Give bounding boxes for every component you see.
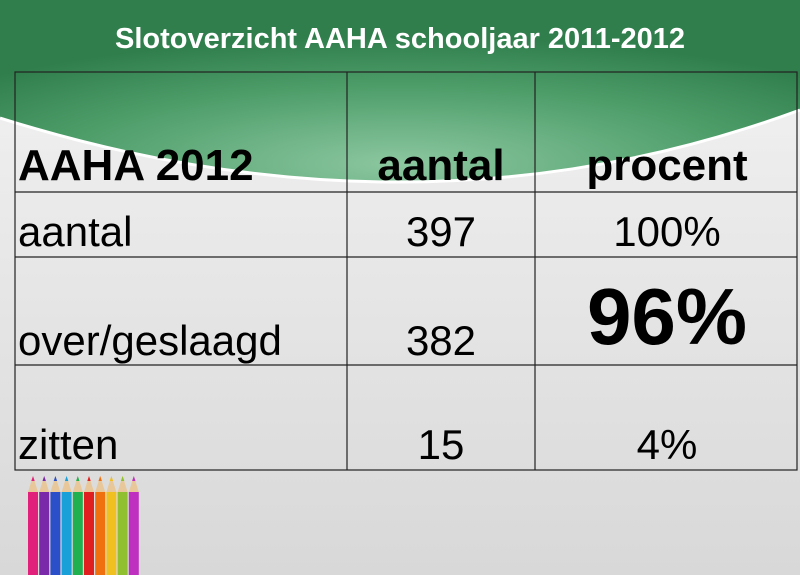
pencil-lead <box>120 476 125 481</box>
cell: 4% <box>637 421 698 468</box>
header-cell: aantal <box>377 141 504 190</box>
pencil-tip <box>28 476 38 492</box>
header-cell: AAHA 2012 <box>18 141 254 190</box>
pencil-tip <box>95 476 106 492</box>
pencil-body <box>128 492 139 575</box>
pencil-lead <box>98 476 102 481</box>
header-band <box>0 0 800 183</box>
pencils-decoration <box>28 476 139 575</box>
pencil-body <box>50 492 61 575</box>
pencil-tip <box>117 476 128 492</box>
pencil-lead <box>42 476 46 481</box>
pencil-tip <box>50 476 61 492</box>
cell: 15 <box>418 421 465 468</box>
table: AAHA 2012 aantal procent aantal 397 100%… <box>14 71 798 471</box>
pencil-lead <box>132 476 136 481</box>
pencil-tip <box>84 476 94 492</box>
table-border <box>14 71 798 471</box>
pencil-body <box>106 492 117 575</box>
cell: 397 <box>406 208 476 255</box>
header-curve <box>0 108 800 184</box>
pencil-body <box>95 492 106 575</box>
cell: 382 <box>406 317 476 364</box>
cell: zitten <box>18 421 118 468</box>
pencil-body <box>72 492 83 575</box>
header-cell: procent <box>586 141 748 190</box>
title: Slotoverzicht AAHA schooljaar 2011-2012 <box>115 23 685 55</box>
pencil-lead <box>109 476 114 481</box>
pencil-lead <box>64 476 69 481</box>
pencil-tip <box>106 476 117 492</box>
cell: over/geslaagd <box>18 317 282 364</box>
pencil-tip <box>128 476 139 492</box>
pencil-lead <box>76 476 80 481</box>
pencil-tip <box>39 476 50 492</box>
cell: 100% <box>613 208 720 255</box>
pencil-body <box>84 492 94 575</box>
pencil-body <box>117 492 128 575</box>
pencil-body <box>61 492 72 575</box>
pencil-lead <box>53 476 58 481</box>
pencil-tip <box>61 476 72 492</box>
pencil-body <box>28 492 38 575</box>
pencil-tip <box>72 476 83 492</box>
pencil-lead <box>87 476 91 481</box>
highlight-cell: 96% <box>587 272 747 361</box>
pencil-body <box>39 492 50 575</box>
pencil-lead <box>31 476 35 481</box>
cell: aantal <box>18 208 132 255</box>
